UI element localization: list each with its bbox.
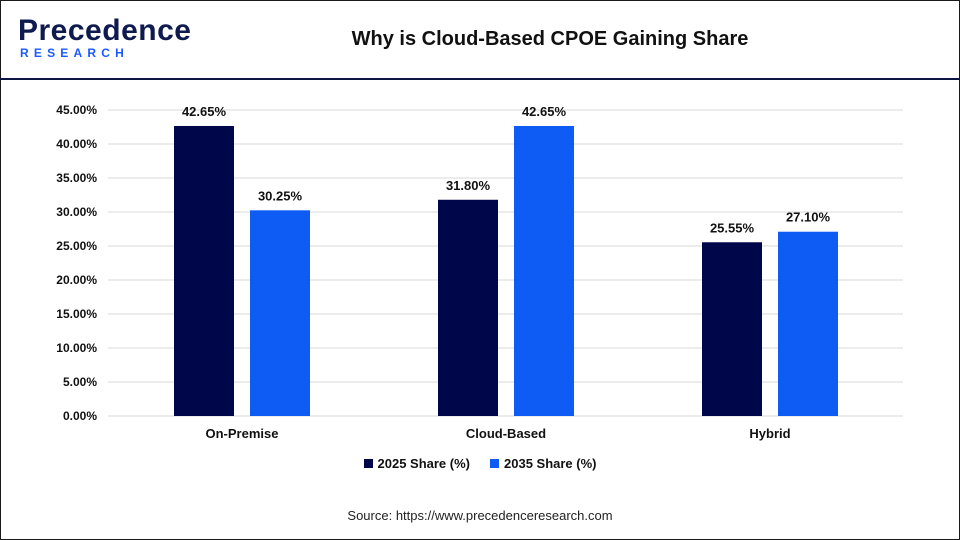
logo-main-text: Precedence — [18, 14, 192, 47]
bar — [438, 199, 498, 416]
chart-title: Why is Cloud-Based CPOE Gaining Share — [351, 28, 749, 50]
y-tick-label: 45.00% — [56, 103, 97, 117]
data-label: 27.10% — [786, 210, 831, 225]
x-tick-label: On-Premise — [206, 426, 279, 441]
data-label: 42.65% — [522, 104, 567, 119]
y-tick-label: 5.00% — [63, 375, 97, 389]
data-labels: 42.65% 30.25% 31.80% 42.65% 25.55% 27.10% — [182, 104, 831, 235]
brand-logo: Precedence RESEARCH — [18, 16, 191, 64]
bar — [174, 125, 234, 417]
header-divider — [0, 78, 960, 80]
y-tick-label: 20.00% — [56, 273, 97, 287]
y-axis-ticks: 0.00% 5.00% 10.00% 15.00% 20.00% 25.00% 30.00%… — [56, 103, 97, 423]
data-label: 25.55% — [710, 220, 755, 235]
legend-item-2035: 2035 Share (%) — [490, 456, 597, 471]
bars — [174, 125, 838, 417]
y-tick-label: 30.00% — [56, 205, 97, 219]
y-tick-label: 15.00% — [56, 307, 97, 321]
gridlines — [108, 109, 903, 417]
y-tick-label: 40.00% — [56, 137, 97, 151]
legend-swatch-2025 — [363, 459, 373, 468]
legend-item-2025: 2025 Share (%) — [363, 456, 471, 471]
x-tick-label: Hybrid — [749, 426, 790, 441]
source-note: Source: https://www.precedenceresearch.c… — [347, 508, 613, 523]
y-tick-label: 25.00% — [56, 239, 97, 253]
header: Precedence RESEARCH Why is Cloud-Based C… — [0, 0, 960, 80]
legend-swatch-2035 — [490, 459, 499, 468]
legend-label-2035: 2035 Share (%) — [504, 456, 597, 471]
bar — [702, 242, 762, 416]
x-axis-ticks: On-Premise Cloud-Based Hybrid — [206, 426, 791, 441]
data-label: 42.65% — [182, 104, 227, 119]
legend: 2025 Share (%) 2035 Share (%) — [0, 456, 960, 471]
x-tick-label: Cloud-Based — [466, 426, 546, 441]
bar-chart: 0.00% 5.00% 10.00% 15.00% 20.00% 25.00% 30.00%… — [56, 103, 903, 441]
bar — [778, 231, 838, 416]
data-label: 30.25% — [258, 188, 303, 203]
y-tick-label: 35.00% — [56, 171, 97, 185]
data-label: 31.80% — [446, 178, 491, 193]
bar — [514, 125, 574, 417]
logo-sub-text: RESEARCH — [20, 46, 129, 60]
bar — [250, 210, 310, 416]
y-tick-label: 10.00% — [56, 341, 97, 355]
legend-label-2025: 2025 Share (%) — [377, 456, 471, 471]
y-tick-label: 0.00% — [63, 409, 97, 423]
